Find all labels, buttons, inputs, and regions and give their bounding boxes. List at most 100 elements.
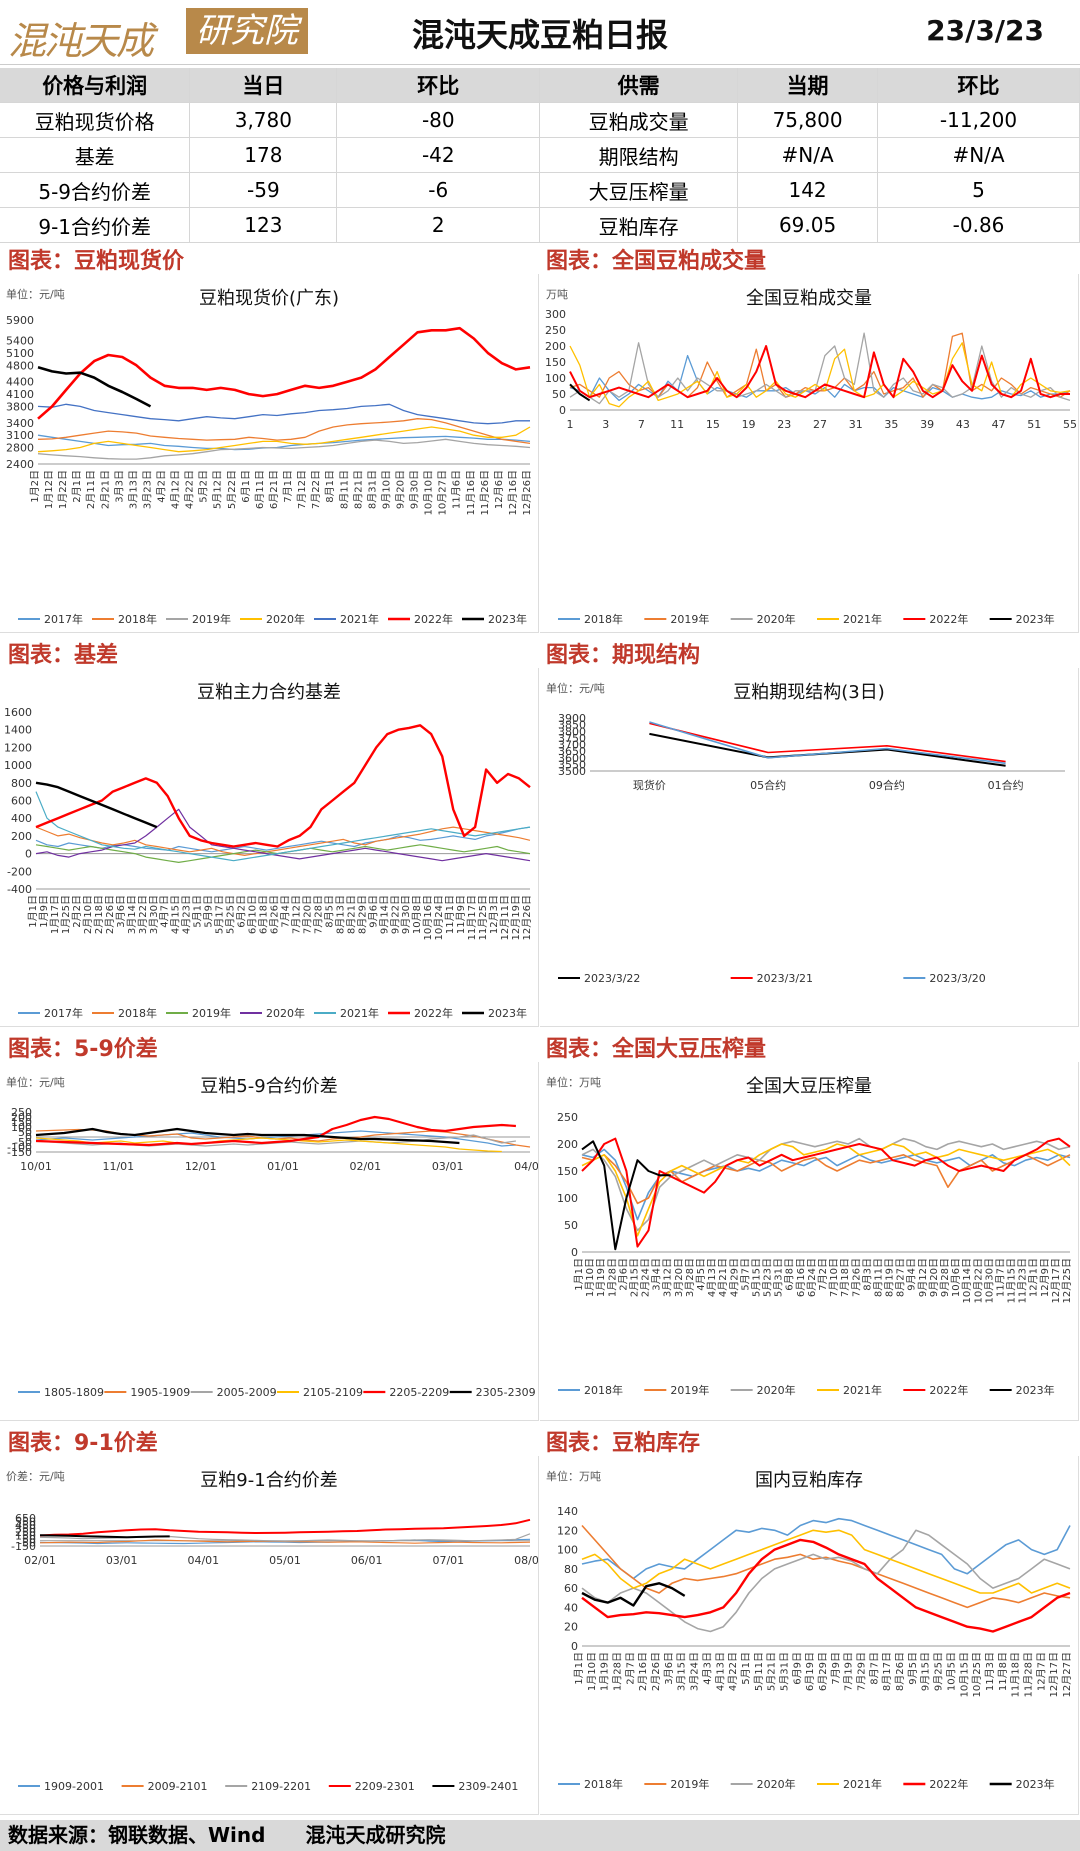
legend-label: 2018年 [584, 1383, 623, 1397]
x-tick-label: 43 [956, 418, 970, 431]
y-tick-label: 20 [564, 1621, 578, 1634]
chart-unit: 单位：万吨 [546, 1469, 601, 1483]
x-tick-label: 5月22日 [226, 470, 238, 509]
x-tick-label: 12/01 [185, 1160, 217, 1173]
metrics-row: 豆粕现货价格 3,780 -80 豆粕成交量 75,800 -11,200 [0, 102, 1080, 138]
series-line-2017年 [35, 826, 531, 853]
x-tick-label: 4月22日 [727, 1652, 739, 1691]
legend-label: 2019年 [670, 1383, 709, 1397]
crush-chart: 全国大豆压榨量 单位：万吨 0 50 100 150 200 250 1月1日 1月10日 1月19… [540, 1062, 1079, 1421]
x-tick-label: 2月10日 [82, 895, 94, 934]
x-tick-label: 1月19日 [595, 1258, 607, 1297]
metric-change: -6 [336, 172, 541, 208]
x-tick-label: 3月14日 [126, 895, 138, 934]
x-tick-label: 23 [777, 418, 791, 431]
y-tick-label: 200 [11, 1111, 32, 1124]
x-tick-label: 6月11日 [254, 470, 266, 509]
x-tick-label: 02/01 [24, 1554, 56, 1567]
x-tick-label: 51 [1027, 418, 1041, 431]
metrics-row: 5-9合约价差 -59 -6 大豆压榨量 142 5 [0, 172, 1080, 208]
legend-label: 2018年 [118, 1006, 157, 1020]
x-tick-label: 11月9日 [455, 895, 467, 934]
x-tick-label: 2月18日 [93, 895, 105, 934]
x-tick-label: 8月5日 [323, 895, 335, 928]
x-tick-label: 4月12日 [170, 470, 182, 509]
x-tick-label: 11 [670, 418, 684, 431]
term-structure-chart: 豆粕期现结构(3日) 单位：元/吨 350035503600365037003750… [540, 668, 1079, 1027]
x-tick-label: 19 [742, 418, 756, 431]
legend-label: 2021年 [843, 1383, 882, 1397]
x-tick-label: 9月25日 [933, 1652, 945, 1691]
section-title-spread59: 图表：5-9价差 [8, 1037, 158, 1062]
x-tick-label: 7月1日 [282, 470, 294, 503]
x-tick-label: 11月17日 [466, 895, 478, 940]
y-tick-label: 3800 [558, 725, 586, 738]
legend-label: 2209-2301 [355, 1780, 415, 1793]
x-tick-label: 3月22日 [137, 895, 149, 934]
metric-name: 5-9合约价差 [0, 172, 191, 208]
series-line-2021年 [581, 1529, 1071, 1594]
legend-label: 2018年 [118, 612, 157, 626]
x-tick-label: 06/01 [351, 1554, 383, 1567]
metric-change: -42 [336, 137, 541, 173]
spot-price-chart: 豆粕现货价(广东)单位：元/吨2400280031003400380041004… [0, 274, 539, 633]
x-tick-label: 3月12日 [662, 1258, 674, 1297]
x-tick-label: 39 [920, 418, 934, 431]
y-tick-label: 650 [15, 1512, 36, 1525]
x-tick-label: 1月28日 [606, 1258, 618, 1297]
y-tick-label: 3650 [558, 745, 586, 758]
x-tick-label: 6月29日 [817, 1652, 829, 1691]
x-tick-label: 1月28日 [612, 1652, 624, 1691]
metric-change: -80 [336, 102, 541, 138]
x-tick-label: 10月15日 [958, 1652, 970, 1697]
legend-label: 2021年 [340, 1006, 379, 1020]
x-tick-label: 10月25日 [971, 1652, 983, 1697]
x-tick-label: 03/01 [106, 1554, 138, 1567]
legend-label: 2021年 [843, 1777, 882, 1791]
x-tick-label: 4月13日 [714, 1652, 726, 1691]
y-tick-label: 5400 [6, 335, 34, 348]
x-tick-label: 2月16日 [637, 1652, 649, 1691]
y-tick-label: 140 [557, 1505, 578, 1518]
x-tick-label: 2月24日 [640, 1258, 652, 1297]
chart-unit: 万吨 [546, 288, 568, 301]
x-tick-label: 11月16日 [465, 470, 477, 515]
y-tick-label: 150 [11, 1116, 32, 1129]
x-tick-label: 5月25日 [225, 895, 237, 934]
legend-label: 2023年 [1016, 1383, 1055, 1397]
x-tick-label: 5月1日 [740, 1652, 752, 1685]
x-tick-label: 3月28日 [684, 1258, 696, 1297]
x-tick-label: 01合约 [988, 778, 1024, 792]
metric-value: 69.05 [737, 207, 879, 243]
section-title-stock: 图表：豆粕库存 [546, 1431, 701, 1456]
x-tick-label: 4月23日 [181, 895, 193, 934]
x-tick-label: 9月14日 [378, 895, 390, 934]
x-tick-label: 3月3日 [113, 470, 125, 503]
x-tick-label: 11月28日 [1022, 1652, 1034, 1697]
x-tick-label: 11月15日 [1006, 1258, 1018, 1303]
y-tick-label: 250 [545, 324, 566, 337]
x-tick-label: 1月1日 [573, 1258, 585, 1291]
series-line-2023/3/21 [649, 722, 1006, 763]
metric-name: 期限结构 [539, 137, 739, 173]
metric-value: 178 [189, 137, 338, 173]
header-cell: 供需 [539, 68, 739, 103]
x-tick-label: 8月29日 [356, 895, 368, 934]
x-tick-label: 10月6日 [950, 1258, 962, 1297]
metric-change: #N/A [877, 137, 1080, 173]
x-tick-label: 1月1日 [27, 895, 39, 928]
legend-label: 2023年 [1016, 1777, 1055, 1791]
header-cell: 当期 [737, 68, 879, 103]
x-tick-label: 2月7日 [624, 1652, 636, 1685]
x-tick-label: 1月19日 [599, 1652, 611, 1691]
x-tick-label: 5月11日 [753, 1652, 765, 1691]
x-tick-label: 8月3日 [861, 1258, 873, 1291]
x-tick-label: 10月22日 [972, 1258, 984, 1303]
x-tick-label: 7月22日 [310, 470, 322, 509]
legend-label: 2021年 [843, 612, 882, 626]
x-tick-label: 1月10日 [584, 1258, 596, 1297]
series-line-2205-2209 [35, 1115, 516, 1147]
x-tick-label: 8月21日 [352, 470, 364, 509]
y-tick-label: 800 [11, 777, 32, 790]
spread91-chart: 豆粕9-1合约价差 价差：元/吨 -150-50501502503504505506… [0, 1456, 539, 1815]
